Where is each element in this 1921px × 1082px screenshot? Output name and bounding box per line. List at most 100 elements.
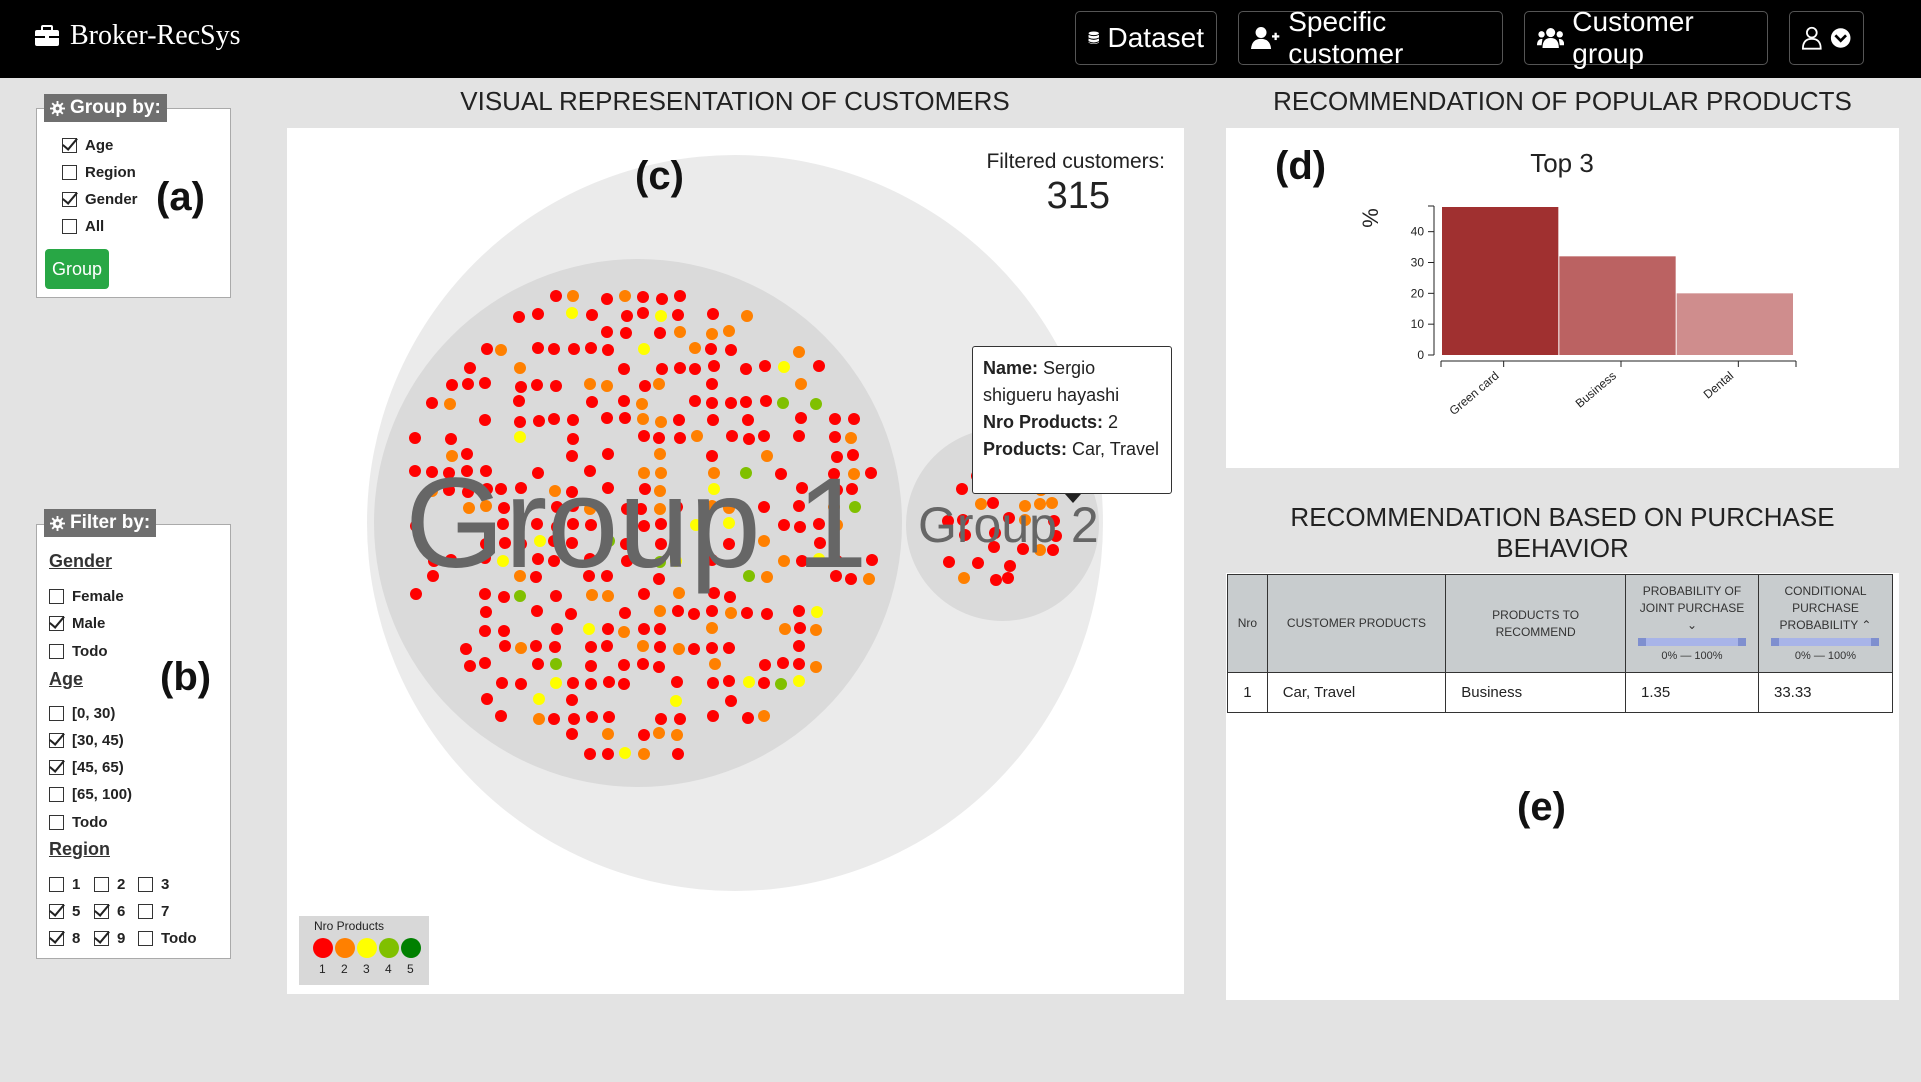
customer-dot[interactable]: [495, 710, 507, 723]
customer-dot[interactable]: [584, 464, 597, 477]
customer-dot[interactable]: [548, 535, 561, 548]
customer-dot[interactable]: [513, 415, 526, 428]
customer-dot[interactable]: [741, 310, 754, 323]
customer-dot[interactable]: [972, 557, 985, 570]
customer-dot[interactable]: [547, 413, 560, 426]
filter-region-3[interactable]: 3: [138, 876, 169, 893]
customer-dot[interactable]: [565, 485, 578, 498]
customer-dot[interactable]: [550, 622, 563, 635]
customer-dot[interactable]: [775, 467, 788, 480]
customer-dot[interactable]: [497, 590, 510, 603]
customer-dot[interactable]: [409, 587, 422, 600]
customer-dot[interactable]: [653, 503, 666, 516]
customer-dot[interactable]: [724, 397, 737, 410]
customer-dot[interactable]: [498, 537, 511, 550]
customer-dot[interactable]: [831, 555, 844, 568]
customer-dot[interactable]: [777, 360, 790, 373]
customer-dot[interactable]: [514, 482, 527, 494]
customer-dot[interactable]: [532, 308, 545, 321]
checkbox[interactable]: [49, 931, 64, 946]
customer-dot[interactable]: [601, 412, 614, 425]
customer-dot[interactable]: [638, 380, 651, 393]
customer-dot[interactable]: [705, 342, 718, 355]
customer-dot[interactable]: [671, 604, 684, 617]
customer-dot[interactable]: [654, 517, 667, 530]
customer-dot[interactable]: [585, 677, 598, 690]
customer-dot[interactable]: [830, 450, 843, 463]
customer-dot[interactable]: [776, 397, 789, 410]
customer-dot[interactable]: [653, 573, 666, 586]
customer-dot[interactable]: [636, 413, 649, 426]
customer-dot[interactable]: [671, 308, 684, 321]
filter-age-45-65[interactable]: [45, 65): [49, 759, 124, 776]
customer-dot[interactable]: [672, 413, 685, 426]
customer-dot[interactable]: [722, 538, 735, 551]
customer-dot[interactable]: [551, 520, 564, 533]
customer-dot[interactable]: [620, 309, 633, 322]
customer-dot[interactable]: [794, 520, 807, 533]
customer-dot[interactable]: [828, 431, 841, 444]
customer-dot[interactable]: [463, 659, 476, 672]
customer-dot[interactable]: [688, 643, 701, 656]
customer-dot[interactable]: [531, 517, 544, 530]
customer-dot[interactable]: [532, 712, 545, 725]
customer-dot[interactable]: [1046, 543, 1059, 556]
customer-dot[interactable]: [653, 377, 666, 390]
customer-dot[interactable]: [478, 414, 491, 427]
customer-dot[interactable]: [1046, 497, 1058, 510]
customer-dot[interactable]: [723, 642, 736, 655]
customer-dot[interactable]: [550, 676, 563, 689]
customer-dot[interactable]: [617, 658, 630, 671]
customer-dot[interactable]: [723, 590, 736, 603]
customer-dot[interactable]: [810, 397, 822, 410]
customer-dot[interactable]: [566, 307, 579, 320]
customer-dot[interactable]: [566, 414, 579, 427]
customer-dot[interactable]: [636, 398, 649, 411]
customer-dot[interactable]: [637, 640, 650, 653]
customer-dot[interactable]: [828, 501, 841, 514]
customer-dot[interactable]: [1017, 542, 1030, 555]
customer-dot[interactable]: [863, 572, 876, 585]
customer-dot[interactable]: [603, 676, 616, 689]
filter-region-2[interactable]: 2: [94, 876, 125, 893]
specific-customer-button[interactable]: Specific customer: [1238, 6, 1503, 69]
sort-down-icon[interactable]: ⌄: [1686, 617, 1698, 632]
customer-dot[interactable]: [725, 606, 738, 619]
customer-dot[interactable]: [706, 676, 719, 689]
customer-dot[interactable]: [705, 327, 718, 340]
filter-gender-female[interactable]: Female: [49, 588, 124, 605]
customer-dot[interactable]: [761, 608, 774, 621]
customer-dot[interactable]: [724, 343, 737, 356]
customer-dot[interactable]: [813, 518, 825, 531]
customer-dot[interactable]: [550, 380, 563, 393]
customer-dot[interactable]: [531, 658, 544, 671]
checkbox[interactable]: [49, 589, 64, 604]
customer-dot[interactable]: [654, 555, 667, 568]
customer-dot[interactable]: [532, 414, 545, 427]
customer-dot[interactable]: [480, 342, 493, 355]
customer-dot[interactable]: [566, 432, 579, 445]
customer-dot[interactable]: [584, 748, 597, 761]
customer-dot[interactable]: [688, 342, 701, 355]
customer-dot[interactable]: [792, 430, 805, 443]
customer-dot[interactable]: [549, 484, 562, 497]
customer-dot[interactable]: [830, 518, 843, 531]
customer-dot[interactable]: [531, 604, 544, 617]
customer-dot[interactable]: [602, 728, 615, 741]
customer-dot[interactable]: [673, 643, 686, 656]
customer-dot[interactable]: [740, 363, 753, 376]
group-by-gender[interactable]: Gender: [62, 191, 138, 208]
customer-dot[interactable]: [635, 502, 648, 515]
customer-dot[interactable]: [531, 552, 544, 565]
customer-dot[interactable]: [792, 500, 805, 513]
customer-dot[interactable]: [497, 501, 510, 514]
customer-dot[interactable]: [479, 588, 492, 601]
customer-dot[interactable]: [637, 429, 650, 442]
customer-dot[interactable]: [758, 500, 771, 513]
customer-dot[interactable]: [689, 363, 702, 376]
conditional-range-slider[interactable]: [1771, 637, 1880, 646]
customer-dot[interactable]: [757, 430, 770, 443]
filter-age-0-30[interactable]: [0, 30): [49, 705, 115, 722]
customer-dot[interactable]: [566, 500, 579, 513]
customer-dot[interactable]: [446, 449, 459, 462]
